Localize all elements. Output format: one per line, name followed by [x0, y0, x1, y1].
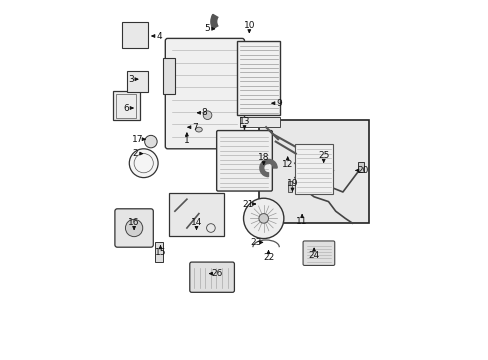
Text: 6: 6 — [123, 104, 129, 112]
Text: 1: 1 — [183, 136, 189, 145]
Bar — [294, 144, 333, 194]
Text: 16: 16 — [128, 218, 140, 227]
Text: 21: 21 — [242, 199, 254, 208]
Bar — [113, 91, 140, 120]
Circle shape — [129, 149, 158, 177]
Bar — [258, 120, 368, 223]
Text: 25: 25 — [317, 150, 329, 159]
Circle shape — [144, 135, 157, 148]
Text: 8: 8 — [201, 108, 207, 117]
Text: 11: 11 — [296, 217, 307, 226]
Text: 5: 5 — [204, 24, 210, 33]
Wedge shape — [210, 14, 217, 29]
Bar — [239, 117, 280, 127]
Text: 19: 19 — [286, 179, 298, 188]
Text: 4: 4 — [156, 32, 162, 41]
Bar — [358, 162, 363, 172]
Text: 24: 24 — [308, 251, 319, 260]
FancyBboxPatch shape — [115, 209, 153, 247]
Text: 12: 12 — [282, 159, 293, 168]
Text: 13: 13 — [238, 117, 250, 126]
Circle shape — [258, 213, 268, 223]
Bar — [163, 58, 175, 94]
Bar — [127, 71, 148, 92]
Text: 22: 22 — [263, 253, 274, 262]
Bar — [287, 181, 292, 192]
Text: 18: 18 — [258, 153, 269, 162]
Text: 3: 3 — [128, 75, 133, 84]
Text: 20: 20 — [357, 166, 368, 175]
Wedge shape — [259, 159, 277, 177]
Circle shape — [125, 219, 142, 237]
Text: 9: 9 — [276, 99, 281, 108]
Text: 7: 7 — [192, 123, 198, 132]
Text: 2: 2 — [133, 149, 138, 158]
Text: 17: 17 — [132, 135, 143, 144]
Ellipse shape — [195, 127, 202, 132]
Bar — [122, 22, 148, 48]
Text: 23: 23 — [249, 238, 261, 247]
FancyBboxPatch shape — [216, 131, 272, 191]
Bar — [154, 242, 163, 262]
Circle shape — [243, 198, 283, 239]
Circle shape — [203, 111, 211, 120]
Text: 26: 26 — [210, 269, 222, 278]
FancyBboxPatch shape — [303, 241, 334, 265]
Bar — [169, 193, 224, 236]
FancyBboxPatch shape — [189, 262, 234, 292]
Text: 10: 10 — [243, 21, 255, 30]
Bar — [116, 94, 136, 118]
FancyBboxPatch shape — [165, 39, 244, 149]
Bar — [237, 41, 280, 115]
Text: 15: 15 — [154, 248, 166, 257]
Text: 14: 14 — [190, 218, 202, 227]
